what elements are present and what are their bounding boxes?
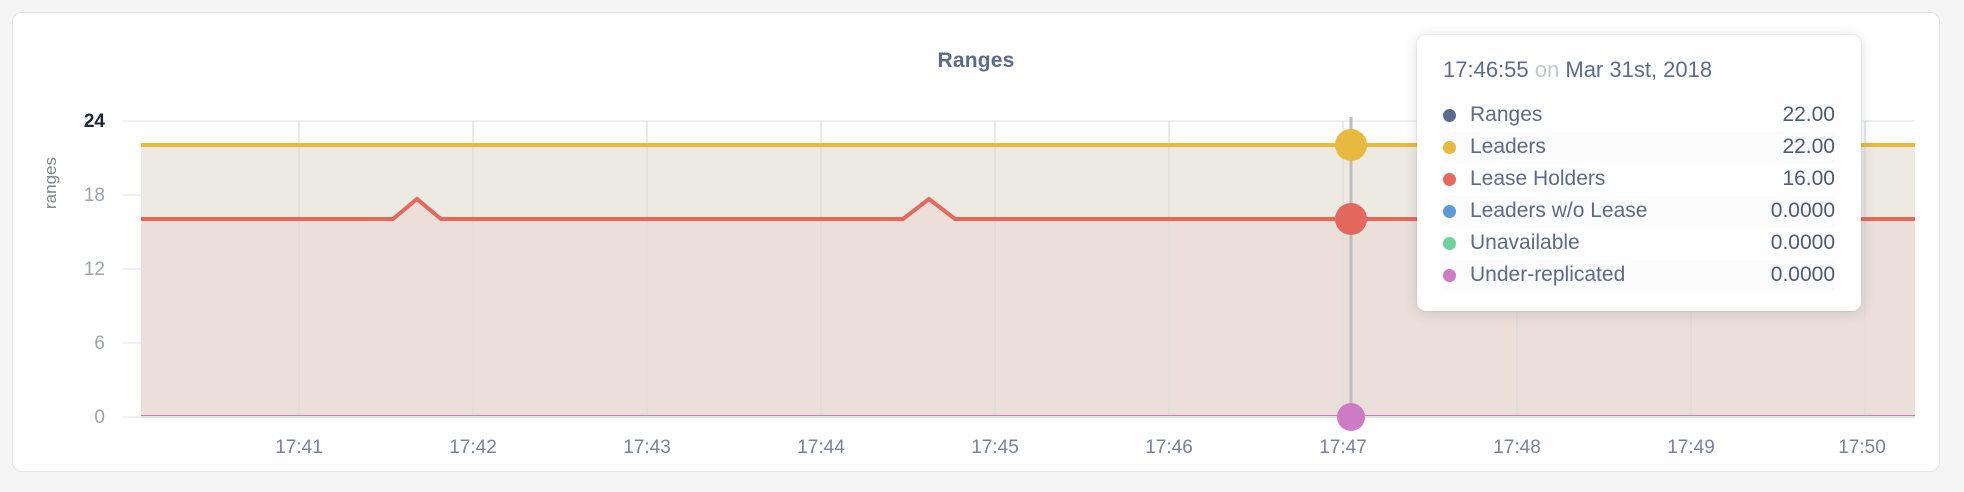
- tooltip-row: Lease Holders 16.00: [1443, 163, 1835, 195]
- tooltip-series-label: Under-replicated: [1470, 263, 1626, 286]
- series-color-dot-icon: [1443, 268, 1456, 282]
- hover-marker-leaders: [1335, 129, 1367, 161]
- tooltip-row: Unavailable 0.0000: [1443, 227, 1835, 259]
- tooltip-row: Ranges 22.00: [1443, 99, 1835, 131]
- series-color-dot-icon: [1443, 172, 1456, 186]
- tooltip-row: Leaders 22.00: [1443, 131, 1835, 163]
- y-tick-6: 6: [94, 333, 105, 354]
- y-axis-label: ranges: [41, 157, 60, 209]
- y-tick-12: 12: [83, 259, 105, 280]
- series-color-dot-icon: [1443, 140, 1456, 154]
- tooltip-time: 17:46:55: [1443, 57, 1529, 82]
- y-tick-0: 0: [94, 407, 105, 428]
- x-tick-1745: 17:45: [971, 437, 1019, 458]
- x-tick-1747: 17:47: [1319, 437, 1367, 458]
- tooltip-series-value: 0.0000: [1770, 231, 1835, 254]
- y-tick-24: 24: [83, 111, 105, 132]
- x-tick-1743: 17:43: [623, 437, 671, 458]
- x-tick-1748: 17:48: [1493, 437, 1541, 458]
- tooltip-series-label: Leaders: [1470, 135, 1546, 158]
- tooltip-on-word: on: [1534, 57, 1560, 82]
- x-tick-1746: 17:46: [1145, 437, 1193, 458]
- series-color-dot-icon: [1443, 204, 1456, 218]
- x-tick-1742: 17:42: [449, 437, 497, 458]
- tooltip-series-label: Lease Holders: [1470, 167, 1606, 190]
- x-tick-1749: 17:49: [1667, 437, 1715, 458]
- x-tick-1744: 17:44: [797, 437, 845, 458]
- page-title: Ranges: [937, 49, 1015, 72]
- x-tick-1741: 17:41: [275, 437, 323, 458]
- tooltip-series-value: 16.00: [1782, 167, 1835, 190]
- tooltip-series-label: Leaders w/o Lease: [1470, 199, 1648, 222]
- series-color-dot-icon: [1443, 108, 1456, 122]
- tooltip-series-value: 22.00: [1782, 135, 1835, 158]
- y-tick-18: 18: [83, 185, 105, 206]
- chart-card: Ranges: [12, 12, 1940, 472]
- tooltip-rows: Ranges 22.00 Leaders 22.00 Lease Holders 16.0…: [1443, 99, 1835, 291]
- x-tick-1750: 17:50: [1838, 437, 1886, 458]
- tooltip-series-label: Ranges: [1470, 103, 1543, 126]
- hover-marker-under-replicated: [1337, 403, 1365, 431]
- tooltip-series-value: 22.00: [1782, 103, 1835, 126]
- tooltip-row: Leaders w/o Lease 0.0000: [1443, 195, 1835, 227]
- hover-marker-lease-holders: [1335, 203, 1367, 235]
- series-color-dot-icon: [1443, 236, 1456, 250]
- tooltip-series-value: 0.0000: [1770, 199, 1835, 222]
- hover-tooltip: 17:46:55 on Mar 31st, 2018 Ranges 22.00 Le…: [1417, 35, 1861, 311]
- tooltip-series-label: Unavailable: [1470, 231, 1580, 254]
- hover-markers: [1335, 129, 1367, 431]
- tooltip-header: 17:46:55 on Mar 31st, 2018: [1443, 57, 1835, 83]
- tooltip-series-value: 0.0000: [1770, 263, 1835, 286]
- tooltip-row: Under-replicated 0.0000: [1443, 259, 1835, 291]
- tooltip-date: Mar 31st, 2018: [1565, 57, 1713, 82]
- line-lease-holders: [141, 196, 1915, 221]
- gridlines-vertical: [298, 121, 1866, 417]
